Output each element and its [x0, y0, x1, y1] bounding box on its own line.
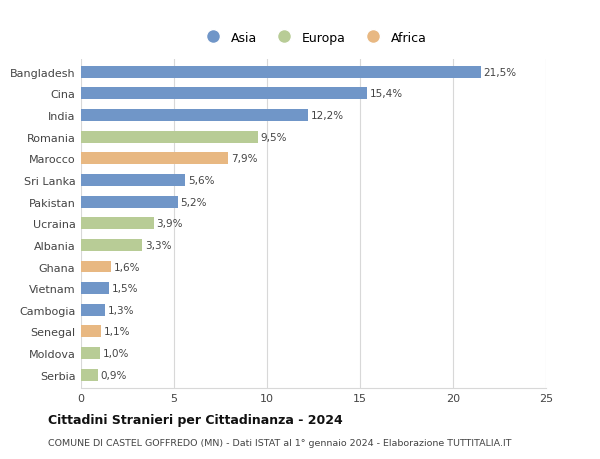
Text: 15,4%: 15,4% [370, 89, 403, 99]
Text: 5,6%: 5,6% [188, 176, 214, 185]
Bar [81, 304, 105, 316]
Text: Cittadini Stranieri per Cittadinanza - 2024: Cittadini Stranieri per Cittadinanza - 2… [48, 413, 343, 426]
Bar [81, 369, 98, 381]
Bar [81, 240, 142, 251]
Text: 5,2%: 5,2% [181, 197, 207, 207]
Bar [81, 88, 367, 100]
Text: 21,5%: 21,5% [484, 67, 517, 78]
Text: 1,3%: 1,3% [108, 305, 134, 315]
Bar [81, 131, 258, 143]
Bar [81, 347, 100, 359]
Text: 3,9%: 3,9% [157, 219, 183, 229]
Bar [81, 196, 178, 208]
Text: COMUNE DI CASTEL GOFFREDO (MN) - Dati ISTAT al 1° gennaio 2024 - Elaborazione TU: COMUNE DI CASTEL GOFFREDO (MN) - Dati IS… [48, 438, 511, 448]
Text: 3,3%: 3,3% [145, 241, 172, 250]
Text: 7,9%: 7,9% [231, 154, 257, 164]
Bar [81, 67, 481, 78]
Bar [81, 261, 111, 273]
Text: 12,2%: 12,2% [311, 111, 344, 121]
Text: 1,5%: 1,5% [112, 284, 138, 293]
Bar [81, 174, 185, 186]
Bar [81, 283, 109, 295]
Legend: Asia, Europa, Africa: Asia, Europa, Africa [196, 27, 431, 50]
Text: 1,6%: 1,6% [113, 262, 140, 272]
Bar [81, 153, 228, 165]
Text: 0,9%: 0,9% [101, 370, 127, 380]
Text: 9,5%: 9,5% [260, 132, 287, 142]
Bar [81, 110, 308, 122]
Bar [81, 326, 101, 338]
Text: 1,0%: 1,0% [103, 348, 129, 358]
Text: 1,1%: 1,1% [104, 327, 131, 337]
Bar [81, 218, 154, 230]
